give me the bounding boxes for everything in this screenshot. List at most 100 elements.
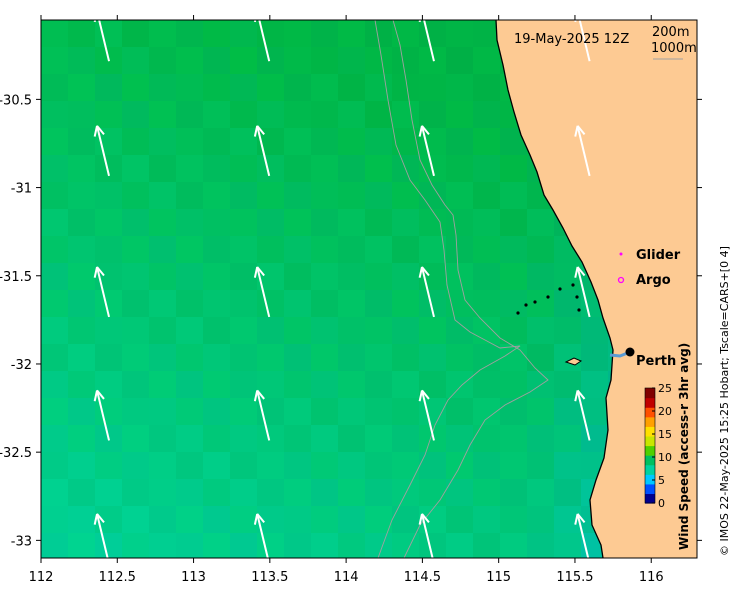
wind-speed-cell	[149, 74, 176, 101]
wind-speed-cell	[176, 209, 203, 236]
colorbar-swatch	[645, 445, 655, 456]
wind-speed-cell	[311, 74, 338, 101]
wind-speed-cell	[203, 425, 230, 452]
wind-speed-cell	[473, 533, 500, 558]
wind-speed-cell	[257, 155, 284, 182]
wind-arrow	[574, 513, 591, 565]
wind-speed-cell	[500, 236, 527, 263]
wind-speed-cell	[203, 506, 230, 533]
wind-arrow	[93, 389, 110, 441]
wind-speed-cell	[311, 452, 338, 479]
colorbar-swatch	[645, 388, 655, 399]
wind-speed-cell	[392, 128, 419, 155]
wind-speed-cell	[527, 236, 554, 263]
wind-arrow	[574, 125, 591, 177]
glider-position	[524, 303, 528, 307]
wind-speed-cell	[122, 290, 149, 317]
wind-speed-cell	[122, 47, 149, 74]
wind-speed-cell	[122, 371, 149, 398]
wind-speed-cell	[419, 452, 446, 479]
wind-speed-cell	[500, 506, 527, 533]
colorbar-tick-label: 10	[658, 451, 672, 464]
wind-speed-cell	[203, 209, 230, 236]
wind-speed-cell	[203, 236, 230, 263]
wind-speed-cell	[203, 263, 230, 290]
wind-speed-cell	[500, 479, 527, 506]
wind-speed-cell	[419, 101, 446, 128]
wind-arrow	[574, 266, 591, 318]
wind-speed-cell	[230, 506, 257, 533]
wind-speed-cell	[203, 47, 230, 74]
argo-legend-label: Argo	[636, 273, 671, 288]
wind-speed-cell	[230, 344, 257, 371]
wind-speed-cell	[284, 20, 311, 47]
colorbar-tick-label: 15	[658, 428, 672, 441]
wind-speed-cell	[446, 371, 473, 398]
colorbar-title: Wind Speed (access-r 3hr avg)	[677, 343, 691, 550]
wind-speed-cell	[41, 209, 68, 236]
wind-speed-cell	[176, 290, 203, 317]
wind-speed-cell	[338, 533, 365, 558]
glider-position	[571, 283, 575, 287]
wind-speed-cell	[554, 344, 581, 371]
wind-speed-cell	[203, 290, 230, 317]
wind-speed-cell	[500, 452, 527, 479]
wind-speed-cell	[176, 398, 203, 425]
wind-speed-cell	[446, 128, 473, 155]
wind-speed-cell	[257, 182, 284, 209]
wind-speed-cell	[122, 506, 149, 533]
wind-speed-cell	[446, 506, 473, 533]
wind-speed-cell	[446, 182, 473, 209]
wind-speed-cell	[41, 74, 68, 101]
wind-speed-cell	[446, 533, 473, 558]
wind-speed-cell	[68, 101, 95, 128]
wind-speed-cell	[230, 209, 257, 236]
wind-speed-cell	[149, 452, 176, 479]
wind-speed-cell	[500, 344, 527, 371]
colorbar-swatch	[645, 455, 655, 466]
wind-speed-cell	[365, 236, 392, 263]
wind-speed-cell	[446, 20, 473, 47]
colorbar-swatch	[645, 483, 655, 495]
wind-speed-cell	[473, 425, 500, 452]
wind-speed-cell	[41, 317, 68, 344]
wind-speed-cell	[392, 506, 419, 533]
wind-speed-cell	[365, 344, 392, 371]
wind-speed-cell	[230, 290, 257, 317]
wind-speed-cell	[176, 101, 203, 128]
wind-speed-cell	[338, 398, 365, 425]
wind-speed-cell	[149, 533, 176, 558]
wind-speed-cell	[122, 479, 149, 506]
wind-speed-cell	[284, 398, 311, 425]
wind-speed-cell	[365, 209, 392, 236]
wind-speed-cell	[446, 155, 473, 182]
wind-speed-cell	[473, 236, 500, 263]
wind-speed-cell	[473, 479, 500, 506]
wind-speed-cell	[230, 263, 257, 290]
x-tick-label: 115.5	[556, 570, 593, 585]
wind-speed-cell	[230, 236, 257, 263]
wind-speed-cell	[473, 317, 500, 344]
wind-speed-cell	[311, 506, 338, 533]
wind-speed-cell	[149, 47, 176, 74]
wind-speed-cell	[365, 533, 392, 558]
wind-speed-cell	[365, 101, 392, 128]
wind-speed-cell	[203, 155, 230, 182]
wind-speed-cell	[284, 425, 311, 452]
wind-speed-cell	[419, 20, 446, 47]
wind-speed-cell	[230, 317, 257, 344]
wind-speed-cell	[311, 128, 338, 155]
wind-speed-cell	[149, 506, 176, 533]
colorbar-tick-label: 0	[658, 497, 665, 510]
wind-speed-cell	[149, 317, 176, 344]
wind-speed-cell	[230, 74, 257, 101]
wind-speed-cell	[176, 263, 203, 290]
wind-speed-cell	[149, 236, 176, 263]
wind-speed-cell	[419, 74, 446, 101]
wind-speed-cell	[392, 263, 419, 290]
map-frame	[40, 19, 698, 559]
wind-speed-cell	[365, 371, 392, 398]
wind-speed-cell	[392, 317, 419, 344]
contour-label-1000m: 1000m	[651, 41, 697, 56]
wind-speed-cell	[41, 155, 68, 182]
